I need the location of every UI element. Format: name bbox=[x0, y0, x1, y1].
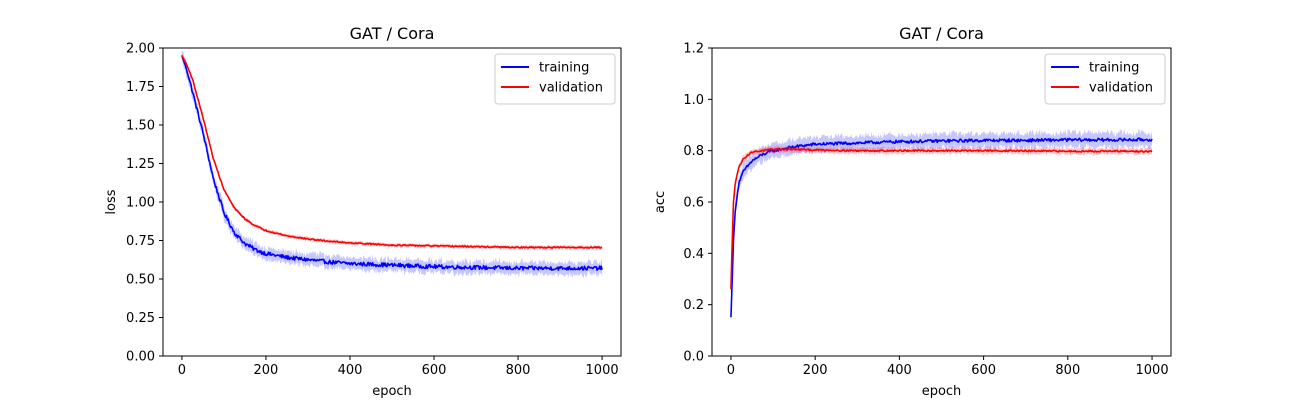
x-tick-label: 0 bbox=[178, 363, 186, 378]
series-line-training bbox=[730, 137, 1153, 318]
y-axis-label: loss bbox=[104, 189, 119, 214]
chart-panel-1: 0 200 400 600 800 1000 0.00 0.25 0.50 0.75 1.00 1.2… bbox=[104, 24, 622, 399]
legend: training validation bbox=[494, 53, 616, 105]
plot-area bbox=[730, 128, 1153, 324]
y-tick-label: 0.00 bbox=[126, 350, 155, 365]
y-tick-label: 0.50 bbox=[126, 273, 155, 288]
y-tick-label: 0.2 bbox=[683, 298, 704, 313]
y-tick-label: 1.0 bbox=[683, 93, 704, 108]
y-tick-label: 0.6 bbox=[683, 196, 704, 211]
series-line-validation bbox=[730, 147, 1153, 290]
chart-title: GAT / Cora bbox=[899, 24, 984, 43]
x-axis-label: epoch bbox=[372, 384, 412, 399]
y-tick-label: 1.2 bbox=[683, 42, 704, 57]
series-line-training bbox=[181, 55, 603, 271]
x-tick-label: 1000 bbox=[1136, 363, 1169, 378]
x-axis-label: epoch bbox=[922, 384, 962, 399]
chart-panel-2: 0 200 400 600 800 1000 0.0 0.2 0.4 0.6 0.8 1.0 1.2 GA… bbox=[653, 24, 1172, 399]
legend-label-training: training bbox=[539, 61, 589, 76]
series-band-training bbox=[730, 128, 1153, 324]
y-axis-label: acc bbox=[653, 191, 668, 213]
legend-label-training: training bbox=[1089, 61, 1139, 76]
series-line-validation bbox=[181, 55, 603, 249]
x-tick-label: 200 bbox=[254, 363, 279, 378]
y-tick-label: 0.25 bbox=[126, 311, 155, 326]
legend: training validation bbox=[1044, 53, 1166, 105]
y-tick-label: 1.25 bbox=[126, 157, 155, 172]
y-tick-label: 1.75 bbox=[126, 80, 155, 95]
x-tick-label: 600 bbox=[971, 363, 996, 378]
y-tick-label: 1.50 bbox=[126, 119, 155, 134]
x-tick-label: 200 bbox=[803, 363, 828, 378]
chart-title: GAT / Cora bbox=[350, 24, 435, 43]
y-tick-label: 2.00 bbox=[126, 42, 155, 57]
legend-label-validation: validation bbox=[1089, 81, 1153, 96]
plot-area bbox=[181, 50, 603, 278]
x-tick-label: 0 bbox=[727, 363, 735, 378]
y-tick-label: 0.75 bbox=[126, 234, 155, 249]
legend-label-validation: validation bbox=[539, 81, 603, 96]
x-tick-label: 400 bbox=[887, 363, 912, 378]
x-tick-label: 400 bbox=[338, 363, 363, 378]
x-tick-label: 800 bbox=[506, 363, 531, 378]
x-tick-label: 600 bbox=[422, 363, 447, 378]
x-tick-label: 1000 bbox=[586, 363, 619, 378]
y-tick-label: 0.0 bbox=[683, 350, 704, 365]
y-tick-label: 0.4 bbox=[683, 247, 704, 262]
x-tick-label: 800 bbox=[1055, 363, 1080, 378]
y-tick-label: 0.8 bbox=[683, 144, 704, 159]
y-tick-label: 1.00 bbox=[126, 196, 155, 211]
